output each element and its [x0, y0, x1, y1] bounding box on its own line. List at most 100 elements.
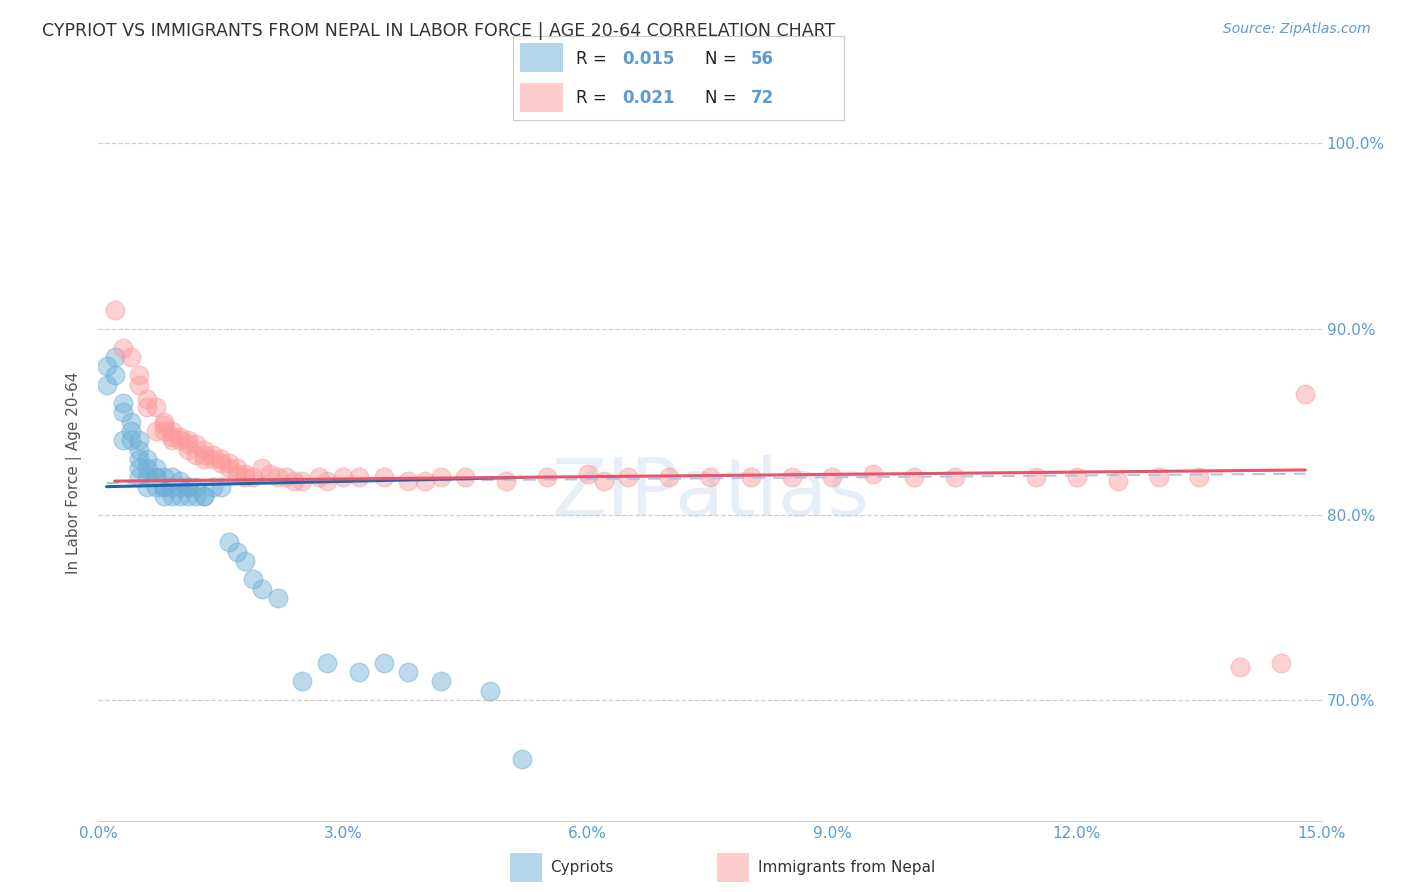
Point [617, 470, 640, 484]
Point [259, 467, 281, 481]
Point [111, 434, 134, 448]
Point [152, 424, 174, 438]
Point [104, 350, 127, 364]
Point [128, 368, 150, 383]
Point [1025, 470, 1047, 484]
Point [943, 470, 966, 484]
Point [169, 489, 191, 503]
Text: Immigrants from Nepal: Immigrants from Nepal [758, 860, 935, 875]
Point [177, 434, 200, 448]
Point [145, 400, 167, 414]
Point [111, 405, 134, 419]
Point [1188, 470, 1211, 484]
Point [128, 470, 150, 484]
Point [512, 752, 534, 766]
Point [226, 544, 249, 558]
Point [104, 368, 127, 383]
Point [177, 480, 200, 494]
Point [177, 480, 200, 494]
Point [576, 467, 599, 481]
Point [152, 418, 174, 433]
Point [145, 461, 167, 475]
Text: R =: R = [576, 88, 612, 106]
Point [160, 470, 183, 484]
Point [120, 350, 142, 364]
Point [267, 470, 290, 484]
Point [349, 665, 371, 680]
Point [160, 489, 183, 503]
Point [349, 470, 371, 484]
Point [454, 470, 477, 484]
Point [169, 429, 191, 443]
Point [903, 470, 925, 484]
Point [780, 470, 803, 484]
Point [308, 470, 330, 484]
Point [169, 480, 191, 494]
Point [96, 377, 118, 392]
Point [209, 456, 232, 470]
Point [396, 665, 419, 680]
Point [283, 474, 305, 488]
Point [145, 424, 167, 438]
Point [128, 434, 150, 448]
Point [128, 451, 150, 466]
Point [111, 341, 134, 355]
Point [233, 554, 256, 568]
Point [136, 400, 159, 414]
Point [699, 470, 721, 484]
Point [136, 392, 159, 407]
Point [160, 429, 183, 443]
Point [291, 674, 314, 689]
Point [136, 480, 159, 494]
Point [193, 448, 215, 462]
Point [218, 535, 240, 549]
Point [233, 467, 256, 481]
Point [111, 396, 134, 410]
Point [120, 424, 142, 438]
Point [373, 656, 395, 670]
Point [1270, 656, 1292, 670]
Point [291, 474, 314, 488]
Point [332, 470, 354, 484]
Point [209, 480, 232, 494]
Point [152, 480, 174, 494]
Point [201, 448, 224, 462]
Point [177, 489, 200, 503]
Point [128, 461, 150, 475]
Text: Source: ZipAtlas.com: Source: ZipAtlas.com [1223, 22, 1371, 37]
Point [267, 591, 290, 605]
Point [413, 474, 436, 488]
Text: 0.015: 0.015 [623, 50, 675, 68]
Point [186, 480, 208, 494]
Point [430, 470, 453, 484]
Point [104, 303, 127, 318]
Bar [510, 854, 541, 881]
Point [193, 489, 215, 503]
Point [128, 442, 150, 457]
Point [242, 573, 264, 587]
Text: 56: 56 [751, 50, 775, 68]
Point [160, 424, 183, 438]
Point [536, 470, 558, 484]
Point [186, 437, 208, 451]
Point [209, 451, 232, 466]
Point [478, 683, 501, 698]
Point [169, 434, 191, 448]
Point [250, 582, 273, 596]
Point [658, 470, 681, 484]
Text: 72: 72 [751, 88, 775, 106]
Point [136, 461, 159, 475]
Point [495, 474, 517, 488]
Point [315, 474, 337, 488]
Point [136, 470, 159, 484]
Point [201, 480, 224, 494]
Point [136, 451, 159, 466]
Point [145, 470, 167, 484]
Point [193, 489, 215, 503]
Text: N =: N = [704, 88, 742, 106]
Point [128, 377, 150, 392]
Point [740, 470, 762, 484]
Point [430, 674, 453, 689]
Point [145, 470, 167, 484]
Point [1294, 387, 1316, 401]
